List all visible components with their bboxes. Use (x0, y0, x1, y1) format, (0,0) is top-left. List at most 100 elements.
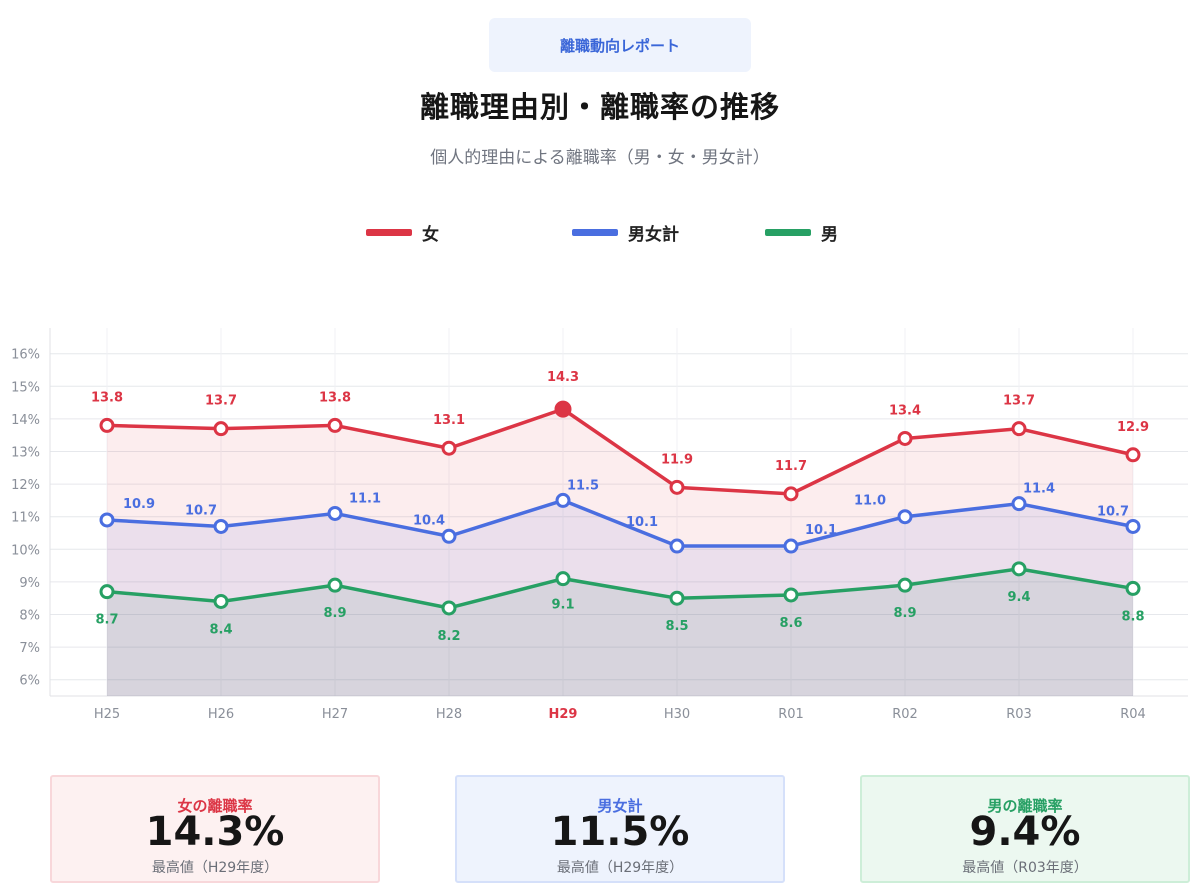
data-label-female: 13.8 (319, 390, 351, 405)
data-point-male (669, 590, 685, 606)
data-label-total: 10.7 (1097, 504, 1129, 519)
data-point-male (99, 584, 115, 600)
data-point-total (783, 538, 799, 554)
card-female-note: 最高値（H29年度） (151, 860, 279, 876)
data-point-male (441, 600, 457, 616)
y-tick-label: 11% (11, 511, 40, 526)
data-label-male: 9.1 (551, 598, 574, 613)
data-point-total (555, 492, 571, 508)
y-tick-label: 7% (19, 641, 40, 656)
data-label-female: 11.7 (775, 459, 807, 474)
data-point-total (327, 505, 343, 521)
x-tick-label: R03 (1006, 707, 1032, 722)
card-total-max: 男女計 11.5% 最高値（H29年度） (455, 775, 785, 883)
data-point-female (441, 440, 457, 456)
x-tick-label: H29 (549, 707, 578, 722)
y-tick-label: 6% (19, 674, 40, 689)
data-label-total: 10.7 (185, 503, 217, 518)
data-label-male: 8.9 (893, 606, 916, 621)
x-tick-label: R04 (1120, 707, 1146, 722)
data-point-female (99, 417, 115, 433)
data-label-male: 8.8 (1121, 609, 1144, 624)
data-label-total: 10.1 (626, 515, 658, 530)
data-point-total (669, 538, 685, 554)
legend-item-male[interactable]: 男 (765, 220, 838, 245)
data-point-female (669, 479, 685, 495)
data-point-female (897, 430, 913, 446)
legend-item-total[interactable]: 男女計 (572, 220, 679, 245)
data-point-male (1011, 561, 1027, 577)
data-label-total: 11.5 (567, 478, 599, 493)
data-point-total (1125, 518, 1141, 534)
data-label-total: 10.1 (805, 523, 837, 538)
series-line-male (106, 567, 1134, 610)
data-label-male: 9.4 (1007, 590, 1030, 605)
legend-label-total: 男女計 (628, 225, 679, 245)
data-point-male (897, 577, 913, 593)
data-label-total: 11.0 (854, 494, 886, 509)
data-label-male: 8.5 (665, 619, 688, 634)
x-tick-label: H28 (436, 707, 462, 722)
card-male-max: 男の離職率 9.4% 最高値（R03年度） (860, 775, 1190, 883)
legend-swatch-female (366, 229, 412, 236)
data-point-total (1011, 496, 1027, 512)
legend-swatch-total (572, 229, 618, 236)
data-point-female (554, 400, 572, 418)
data-label-female: 14.3 (547, 370, 579, 385)
card-male-value: 9.4% (969, 809, 1081, 855)
x-tick-label: H27 (322, 707, 348, 722)
data-label-female: 13.4 (889, 403, 921, 418)
y-tick-label: 8% (19, 609, 40, 624)
y-tick-label: 14% (11, 413, 40, 428)
data-point-total (99, 512, 115, 528)
card-female-max: 女の離職率 14.3% 最高値（H29年度） (50, 775, 380, 883)
data-label-male: 8.7 (95, 613, 118, 628)
data-label-female: 12.9 (1117, 420, 1149, 435)
data-point-male (327, 577, 343, 593)
y-tick-label: 16% (11, 348, 40, 363)
data-label-total: 11.4 (1023, 482, 1055, 497)
card-total-label: 男女計 (597, 797, 643, 815)
data-point-male (213, 593, 229, 609)
area-total (107, 500, 1133, 696)
x-tick-label: R02 (892, 707, 918, 722)
data-point-male (783, 587, 799, 603)
data-point-male (1125, 580, 1141, 596)
card-female-value: 14.3% (145, 809, 285, 855)
page-title: 離職理由別・離職率の推移 (419, 90, 780, 124)
data-label-female: 13.7 (1003, 394, 1035, 409)
x-tick-label: H25 (94, 707, 120, 722)
report-badge: 離職動向レポート (489, 18, 751, 72)
data-point-male (555, 571, 571, 587)
data-label-total: 10.9 (123, 497, 155, 512)
card-total-value: 11.5% (550, 809, 690, 855)
y-tick-label: 15% (11, 380, 40, 395)
data-label-female: 13.8 (91, 390, 123, 405)
area-male (107, 568, 1133, 696)
data-label-female: 13.7 (205, 394, 237, 409)
series-line-female (106, 407, 1134, 496)
x-tick-label: R01 (778, 707, 804, 722)
card-female-label: 女の離職率 (177, 797, 253, 815)
x-tick-label: H30 (664, 707, 690, 722)
data-label-male: 8.4 (209, 622, 232, 637)
data-label-female: 11.9 (661, 452, 693, 467)
legend-item-female[interactable]: 女 (366, 220, 439, 245)
data-label-total: 11.1 (349, 491, 381, 506)
data-point-total (897, 509, 913, 525)
card-male-label: 男の離職率 (987, 797, 1063, 815)
data-point-female (783, 486, 799, 502)
data-point-total (213, 518, 229, 534)
data-point-female (327, 417, 343, 433)
data-label-male: 8.9 (323, 606, 346, 621)
data-point-female (1125, 447, 1141, 463)
plot-area (50, 328, 1188, 696)
data-point-female (213, 421, 229, 437)
data-label-male: 8.2 (437, 629, 460, 644)
y-tick-label: 13% (11, 446, 40, 461)
legend-label-male: 男 (821, 225, 838, 245)
data-label-female: 13.1 (433, 413, 465, 428)
area-female (107, 409, 1133, 696)
series-line-total (106, 498, 1134, 548)
data-label-total: 10.4 (413, 513, 445, 528)
